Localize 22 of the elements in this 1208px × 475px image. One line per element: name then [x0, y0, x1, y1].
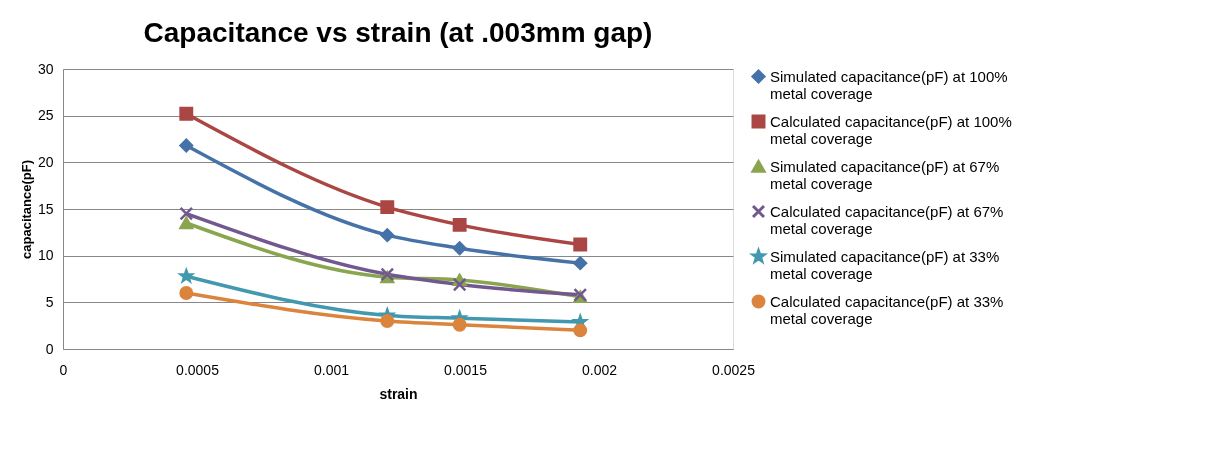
legend-label: Calculated capacitance(pF) at 100% metal coverage	[770, 112, 1012, 147]
legend-label: Simulated capacitance(pF) at 67% metal coverage	[770, 157, 1000, 192]
legend-label: Simulated capacitance(pF) at 33% metal coverage	[770, 247, 1000, 282]
x-tick-label: 0.0015	[444, 361, 488, 378]
legend-label: Calculated capacitance(pF) at 67% metal coverage	[770, 202, 1004, 237]
x-tick-label: 0.001	[313, 361, 350, 378]
y-tick-label: 0	[45, 340, 54, 357]
y-tick-label: 15	[37, 200, 54, 217]
y-tick-label: 30	[37, 60, 54, 77]
x-tick-label: 0.0005	[176, 361, 220, 378]
x-tick-label: 0	[59, 361, 68, 378]
x-tick-label: 0.002	[581, 361, 618, 378]
y-axis-title: capacitance(pF)	[18, 160, 34, 259]
y-tick-label: 10	[37, 247, 54, 264]
y-tick-label: 5	[45, 293, 54, 310]
x-tick-label: 0.0025	[712, 361, 756, 378]
chart-title: Capacitance vs strain (at .003mm gap)	[143, 17, 653, 48]
x-axis-title: strain	[379, 385, 418, 402]
y-tick-label: 20	[37, 153, 54, 170]
legend-label: Simulated capacitance(pF) at 100% metal coverage	[770, 67, 1008, 102]
legend-label: Calculated capacitance(pF) at 33% metal coverage	[770, 292, 1004, 327]
y-tick-label: 25	[37, 107, 54, 124]
